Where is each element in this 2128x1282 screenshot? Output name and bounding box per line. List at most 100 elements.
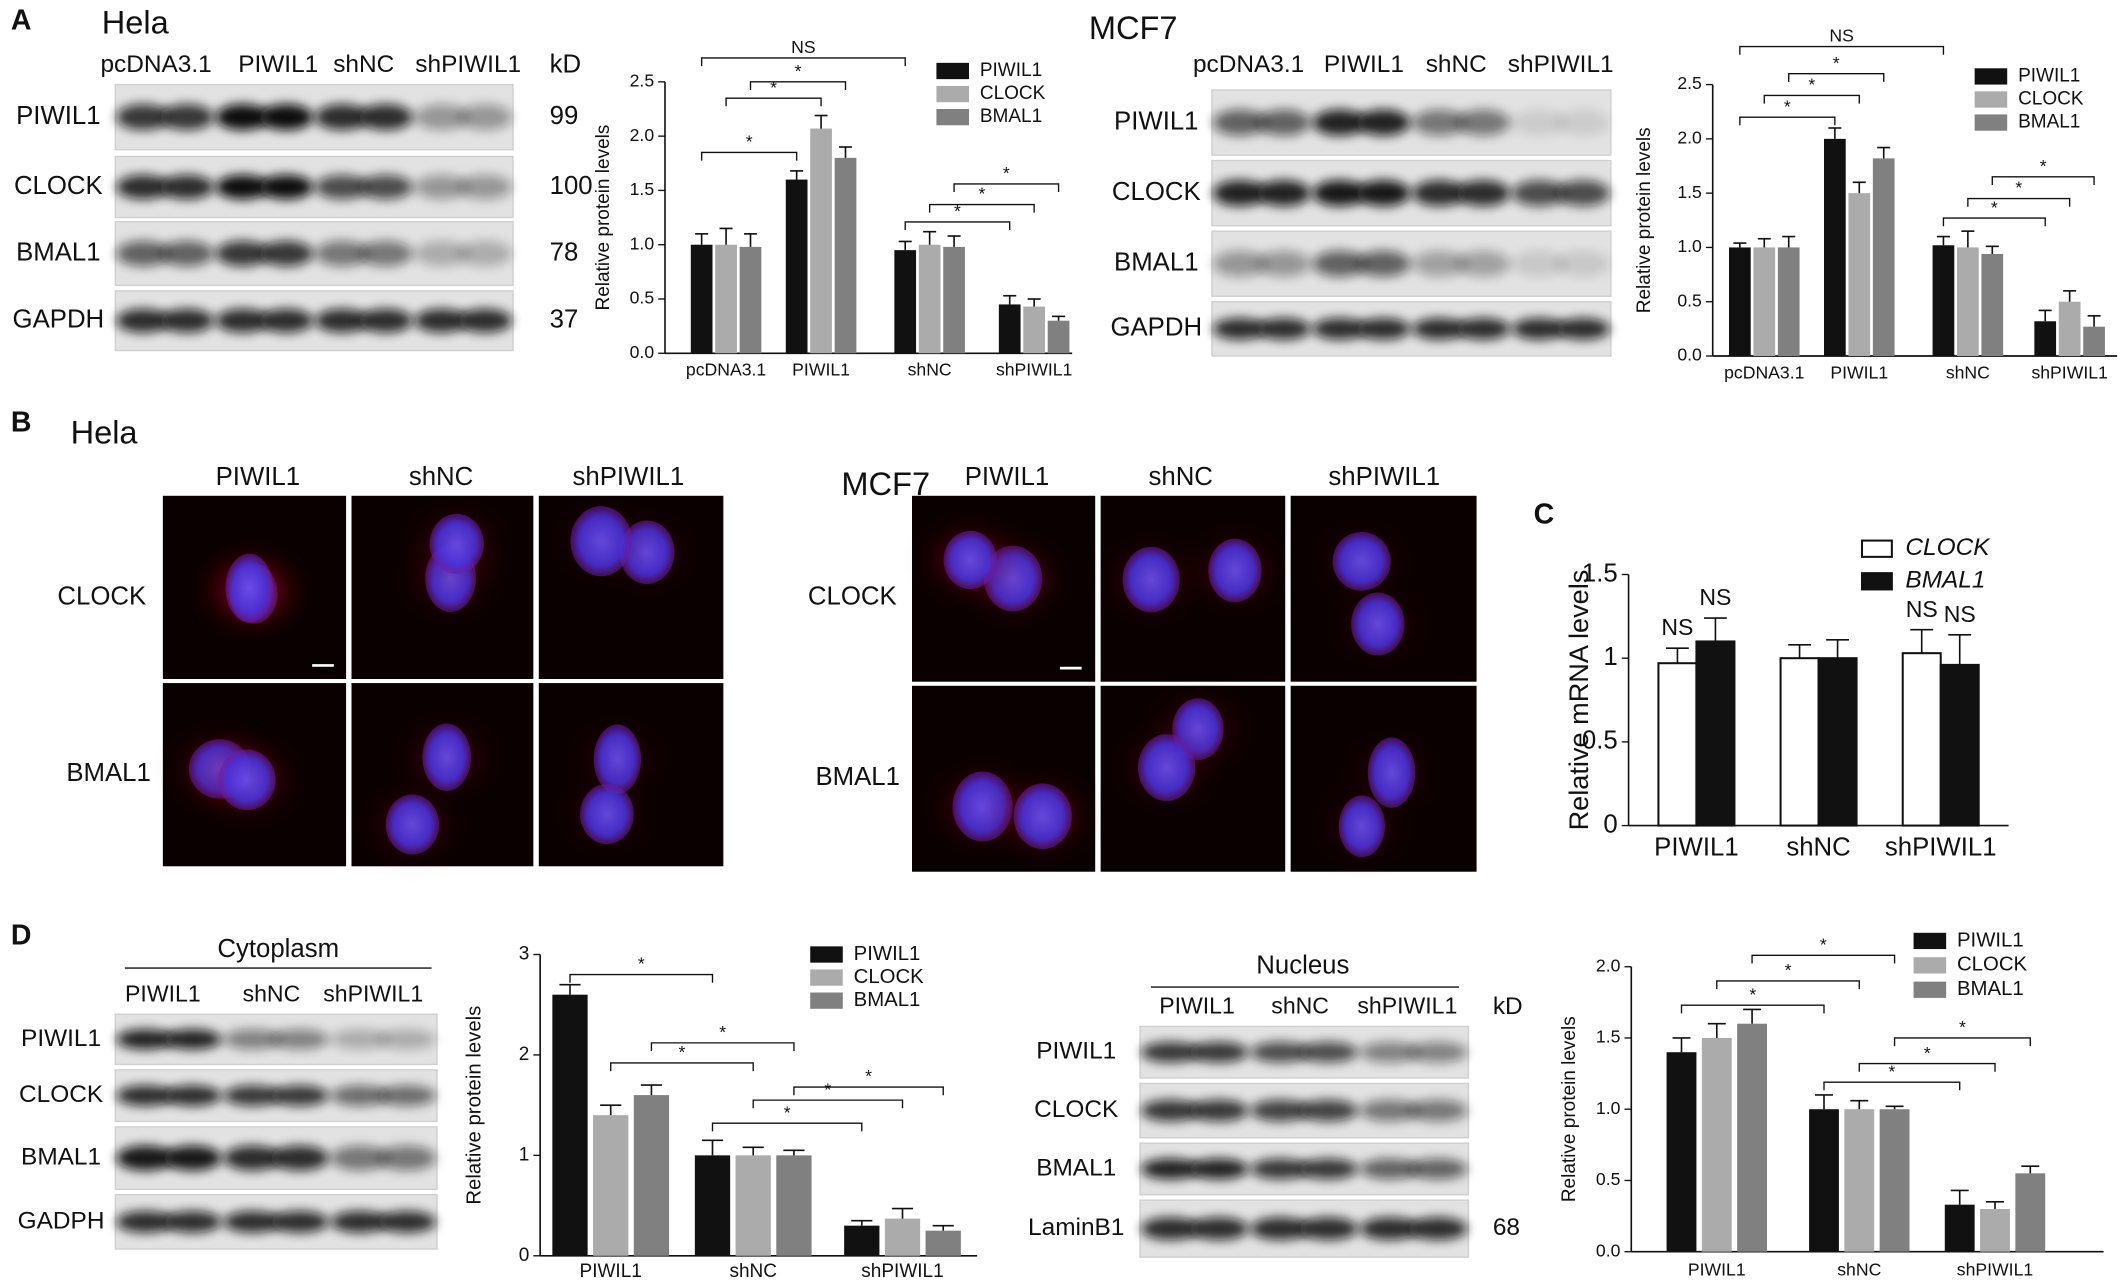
bar: [834, 157, 857, 354]
legend-label: PIWIL1: [1957, 929, 2024, 951]
column-label: shNC: [1148, 463, 1212, 491]
y-tick-label: 0.5: [1677, 290, 1702, 310]
significance-bracket: [725, 97, 822, 107]
bar: [1779, 657, 1820, 827]
blot-band: [1456, 250, 1511, 277]
bar: [1023, 306, 1045, 354]
cells: [555, 718, 669, 855]
blot-band: [1360, 1158, 1420, 1180]
x-tick-label: shPIWIL1: [996, 360, 1072, 380]
legend-label: PIWIL1: [854, 943, 921, 965]
blot-band: [458, 104, 513, 131]
blot-band: [215, 174, 270, 200]
blot-band: [1408, 1158, 1468, 1180]
lane-label: shPIWIL1: [1357, 993, 1457, 1019]
legend-label: CLOCK: [854, 966, 925, 988]
row-label: BMAL1: [1036, 1154, 1116, 1181]
significance-label: NS: [1944, 601, 1976, 627]
kd-label: 68: [1493, 1214, 1520, 1241]
blot-band: [223, 1145, 282, 1171]
legend-swatch: [810, 946, 843, 963]
blot-band: [1312, 180, 1367, 207]
bar: [1753, 247, 1776, 356]
row-label: GADPH: [18, 1207, 105, 1234]
blot-band: [1141, 1099, 1201, 1122]
cells: [1310, 520, 1430, 665]
x-tick-label: shNC: [908, 360, 952, 380]
y-tick-label: 2.5: [630, 71, 655, 91]
blot-band: [1412, 180, 1467, 207]
column-label: PIWIL1: [965, 463, 1049, 491]
significance-label: *: [746, 132, 753, 152]
blot-band: [259, 104, 314, 131]
lane-label: shNC: [1426, 51, 1487, 78]
blot-band: [160, 174, 214, 200]
bar: [1872, 158, 1895, 356]
bar: [894, 250, 917, 354]
blot-band: [378, 1085, 436, 1106]
bar: [998, 304, 1021, 354]
blot-band: [116, 1085, 175, 1106]
blot-band: [1356, 109, 1411, 136]
significance-bracket: [1942, 217, 2046, 227]
legend-swatch: [1860, 539, 1893, 558]
legend-swatch: [1974, 91, 2008, 108]
bar: [1737, 1023, 1767, 1252]
blot-band: [215, 308, 270, 333]
nucleus: [429, 513, 484, 575]
blot-band: [1189, 1217, 1249, 1241]
blot-band: [315, 308, 369, 333]
blot-band: [1556, 250, 1610, 277]
legend-label: PIWIL1: [980, 60, 1042, 81]
lane-label: shPIWIL1: [1508, 51, 1614, 78]
x-tick-label: PIWIL1: [1688, 1259, 1746, 1279]
significance-label: *: [638, 954, 645, 974]
blot-band: [1141, 1041, 1201, 1063]
nucleus: [385, 794, 440, 855]
significance-label: *: [1784, 96, 1791, 116]
significance-bracket: [1788, 73, 1885, 82]
significance-label: *: [2040, 156, 2047, 176]
blot-band: [378, 1029, 436, 1050]
x-tick-label: shNC: [1786, 833, 1850, 861]
legend-label: BMAL1: [1905, 567, 1985, 594]
kd-label: 78: [550, 238, 579, 266]
x-tick-label: PIWIL1: [792, 360, 850, 380]
blot-band: [1212, 180, 1267, 207]
y-axis-label: Relative protein levels: [463, 1006, 485, 1205]
blot-band: [1360, 1099, 1420, 1122]
blot-band: [1250, 1041, 1310, 1063]
row-label: BMAL1: [815, 763, 900, 791]
x-tick-label: shPIWIL1: [861, 1261, 943, 1282]
row-label: CLOCK: [19, 1081, 103, 1108]
blot-band: [1256, 109, 1311, 136]
blot-band: [1141, 1217, 1201, 1241]
blot-band: [458, 308, 513, 333]
legend-swatch: [1974, 68, 2008, 85]
x-tick-label: shPIWIL1: [1885, 833, 1997, 861]
x-tick-label: PIWIL1: [1830, 362, 1888, 382]
significance-bracket: [1739, 45, 1945, 55]
bar: [593, 1115, 629, 1256]
legend-label: CLOCK: [980, 83, 1046, 104]
nucleus: [1367, 737, 1416, 808]
blot-band: [163, 1145, 222, 1171]
significance-label: NS: [1829, 26, 1853, 46]
legend-label: CLOCK: [2018, 89, 2084, 110]
x-tick-label: shPIWIL1: [1957, 1259, 2033, 1279]
micrograph-title: Hela: [71, 414, 139, 450]
lane-label: shNC: [1271, 993, 1329, 1019]
significance-bracket: [569, 973, 714, 983]
legend-swatch: [936, 85, 969, 103]
cells: [398, 503, 509, 619]
blot-band: [223, 1085, 282, 1106]
blot-band: [116, 308, 171, 333]
blot-band: [1412, 318, 1467, 340]
bar: [785, 179, 808, 354]
blot-band: [458, 240, 513, 267]
cells: [168, 728, 299, 821]
blot-band: [1556, 318, 1610, 340]
blot-band: [270, 1145, 329, 1171]
bar: [2015, 1173, 2046, 1252]
y-tick-label: 2.0: [630, 125, 655, 145]
